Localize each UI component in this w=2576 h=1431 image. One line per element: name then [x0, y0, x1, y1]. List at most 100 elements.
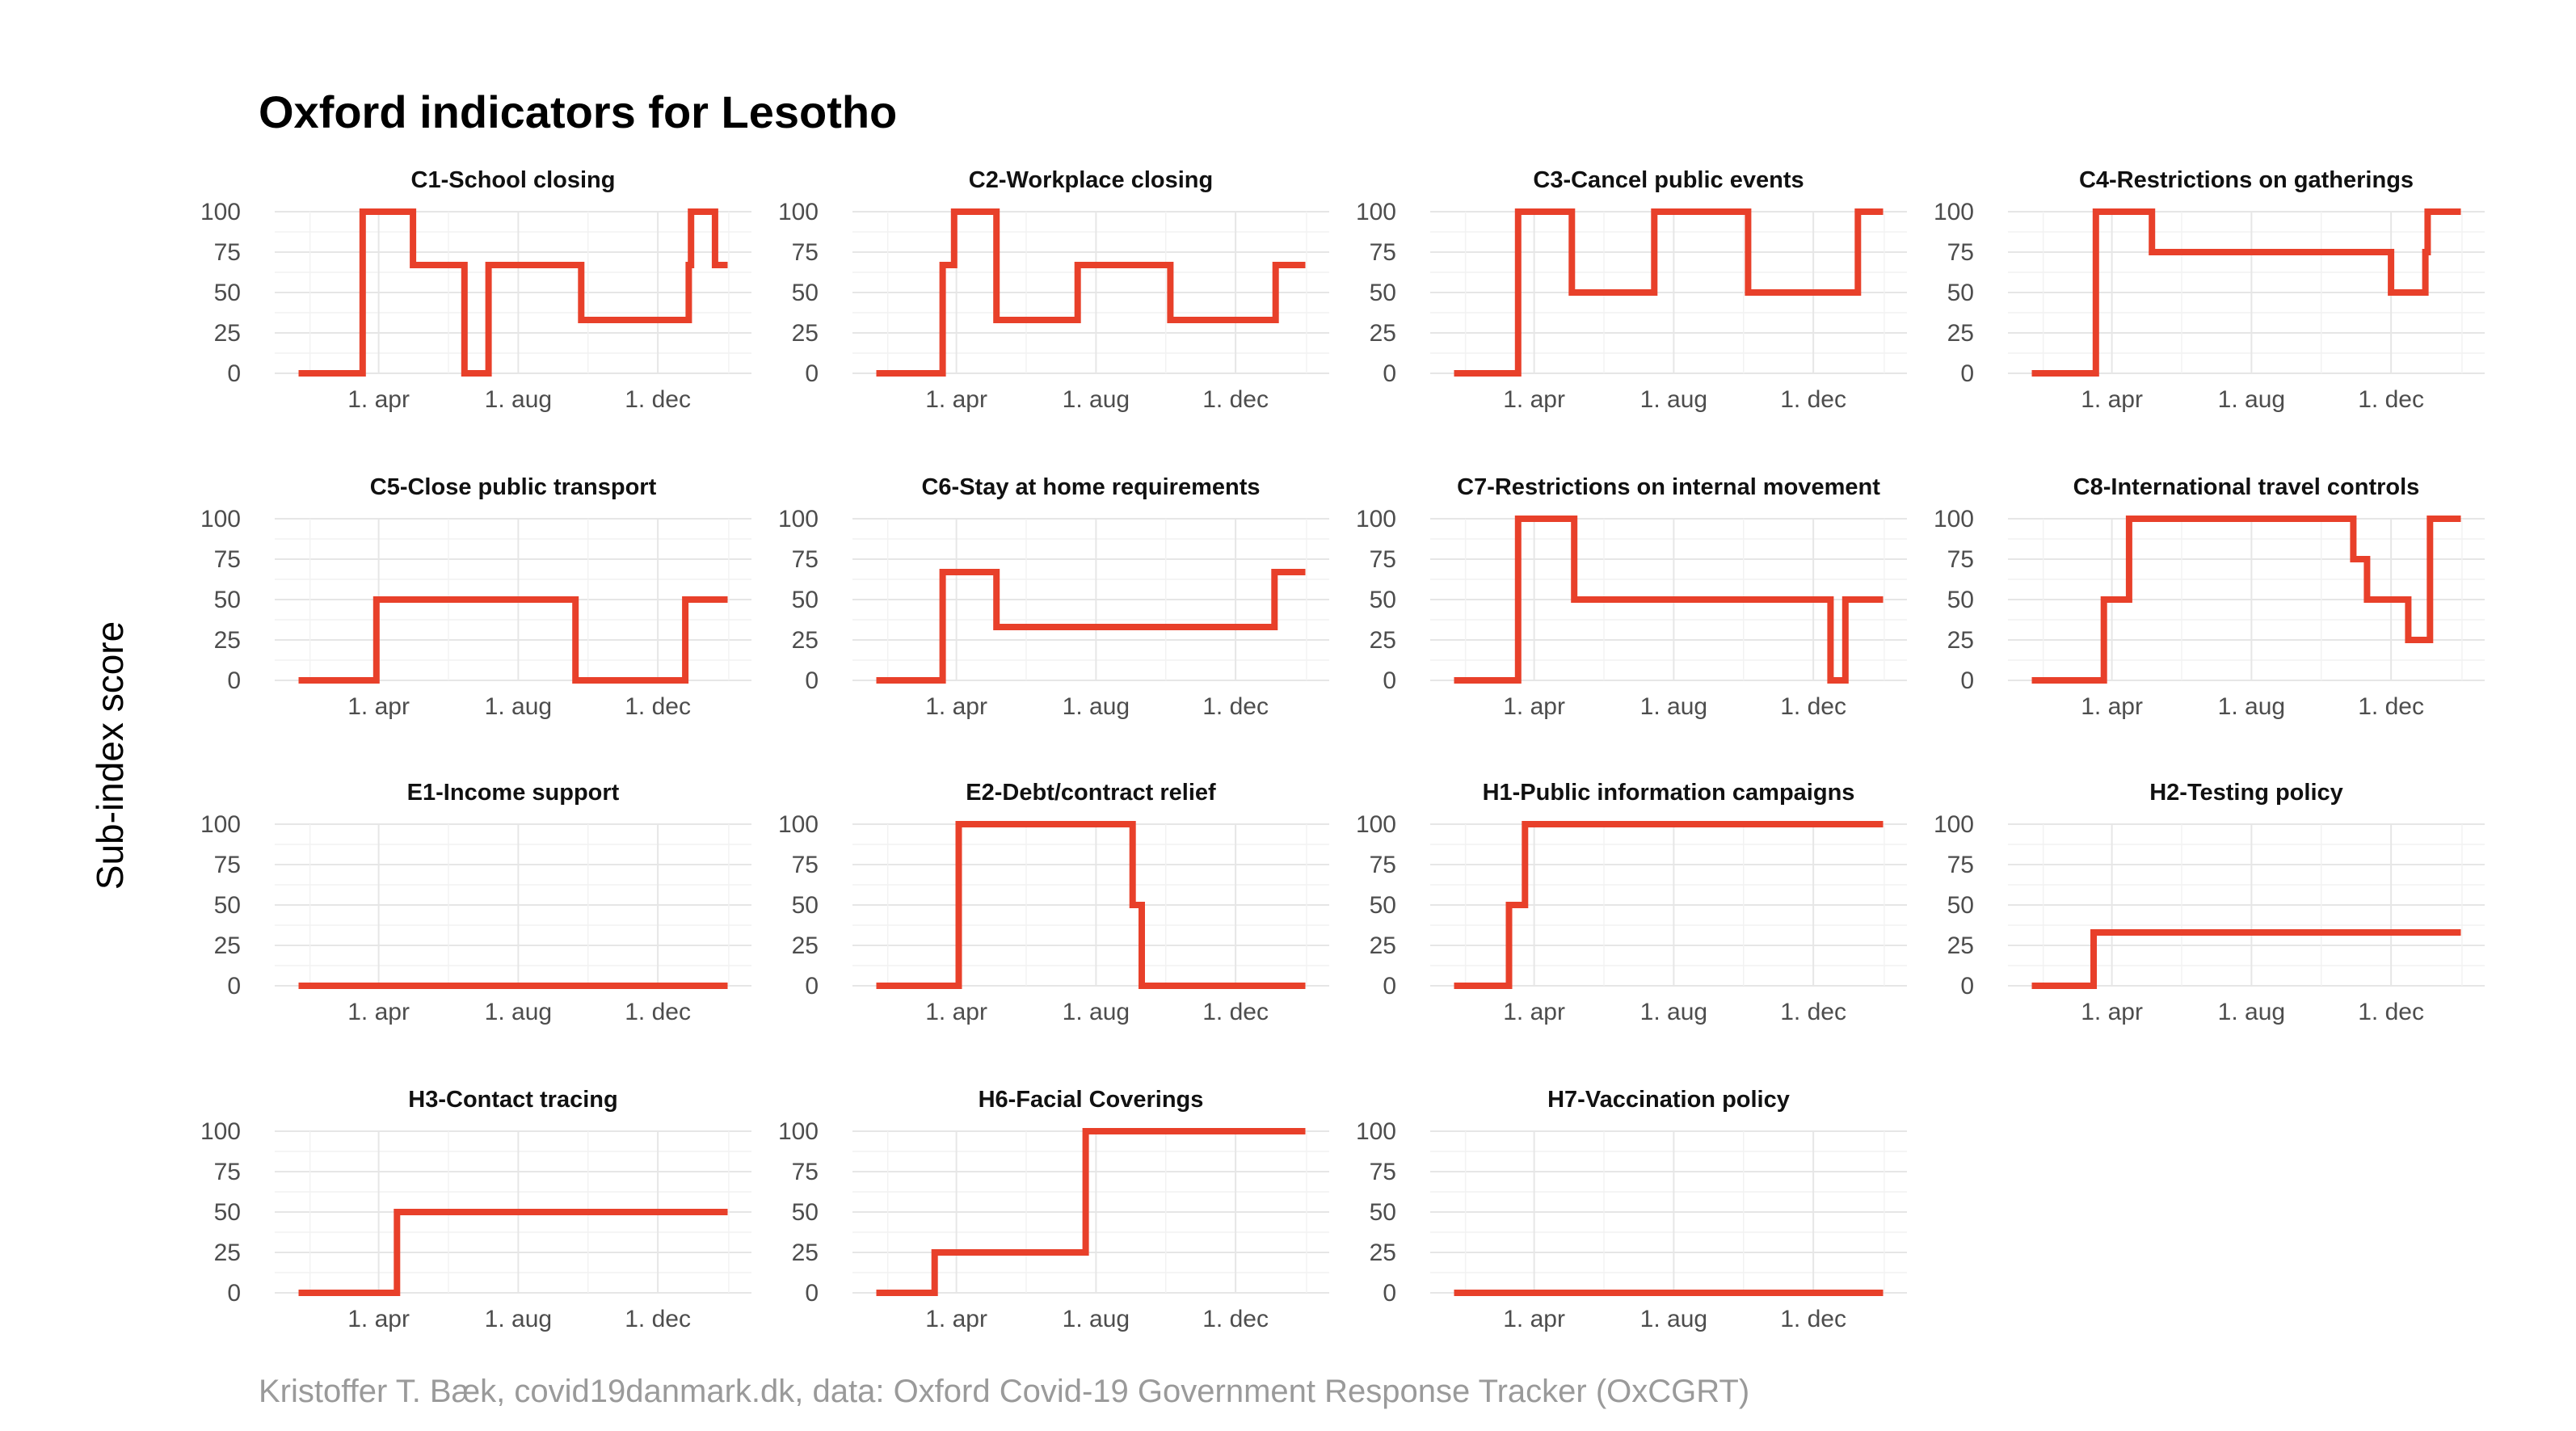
x-tick-label: 1. aug: [1640, 386, 1707, 413]
panel-9: E1-Income support 0 25 50 75 100 1. apr 1. aug 1…: [200, 780, 751, 1025]
panel-title: C5-Close public transport: [370, 474, 657, 500]
panel-title: C7-Restrictions on internal movement: [1457, 474, 1880, 500]
y-tick-label: 0: [227, 973, 241, 1000]
x-tick-label: 1. dec: [2358, 386, 2424, 413]
panel-title: C8-International travel controls: [2073, 474, 2420, 500]
x-tick-label: 1. apr: [347, 386, 410, 413]
x-tick-label: 1. dec: [1780, 386, 1846, 413]
y-tick-label: 100: [1934, 811, 1974, 838]
x-tick-label: 1. apr: [925, 693, 987, 720]
x-tick-label: 1. dec: [1202, 386, 1269, 413]
y-tick-label: 100: [1356, 506, 1396, 532]
series-line: [1454, 821, 1884, 989]
y-tick-label: 25: [1370, 627, 1396, 654]
x-tick-label: 1. dec: [1780, 1306, 1846, 1332]
panel-7: C7-Restrictions on internal movement 0 25 5…: [1356, 474, 1907, 720]
series-line: [1454, 208, 1884, 377]
panel-title: E1-Income support: [407, 780, 620, 806]
y-tick-label: 25: [1370, 932, 1396, 959]
panel-title: H6-Facial Coverings: [979, 1087, 1204, 1113]
y-tick-label: 0: [805, 1280, 819, 1307]
y-tick-label: 0: [227, 360, 241, 387]
y-tick-label: 75: [1370, 1159, 1396, 1185]
series-line: [876, 569, 1306, 684]
x-tick-label: 1. dec: [1202, 693, 1269, 720]
panel-5: C5-Close public transport 0 25 50 75 100 1. ap…: [200, 474, 751, 720]
x-tick-label: 1. aug: [1063, 693, 1130, 720]
y-tick-label: 100: [200, 811, 241, 838]
x-tick-label: 1. apr: [2081, 386, 2143, 413]
panel-3: C3-Cancel public events 0 25 50 75 100 1. apr 1…: [1356, 167, 1907, 413]
y-tick-label: 0: [1960, 973, 1974, 1000]
x-tick-label: 1. dec: [625, 693, 691, 720]
x-tick-label: 1. apr: [347, 999, 410, 1025]
y-tick-label: 0: [1960, 360, 1974, 387]
y-tick-label: 25: [792, 1239, 819, 1266]
panel-13: H3-Contact tracing 0 25 50 75 100 1. apr 1. aug…: [200, 1087, 751, 1332]
y-tick-label: 0: [1383, 360, 1396, 387]
y-tick-label: 25: [1947, 627, 1974, 654]
panel-2: C2-Workplace closing 0 25 50 75 100 1. apr 1. a…: [778, 167, 1329, 413]
x-tick-label: 1. aug: [1640, 1306, 1707, 1332]
y-tick-label: 0: [227, 1280, 241, 1307]
x-tick-label: 1. apr: [1503, 999, 1565, 1025]
y-tick-label: 75: [214, 1159, 241, 1185]
x-tick-label: 1. apr: [1503, 386, 1565, 413]
y-axis-label: Sub-index score: [89, 621, 131, 890]
y-tick-label: 25: [792, 932, 819, 959]
x-tick-label: 1. dec: [625, 1306, 691, 1332]
x-tick-label: 1. aug: [2218, 693, 2285, 720]
y-tick-label: 25: [214, 932, 241, 959]
panel-title: H1-Public information campaigns: [1483, 780, 1855, 806]
y-tick-label: 50: [792, 1199, 819, 1226]
panel-11: H1-Public information campaigns 0 25 50 75 10…: [1356, 780, 1907, 1025]
y-tick-label: 50: [1947, 280, 1974, 306]
y-tick-label: 50: [1370, 1199, 1396, 1226]
panel-title: E2-Debt/contract relief: [966, 780, 1216, 806]
x-tick-label: 1. aug: [485, 386, 552, 413]
y-tick-label: 75: [214, 239, 241, 266]
panel-15: H7-Vaccination policy 0 25 50 75 100 1. apr 1. …: [1356, 1087, 1907, 1332]
y-tick-label: 100: [1356, 811, 1396, 838]
panel-6: C6-Stay at home requirements 0 25 50 75 100 1.…: [778, 474, 1329, 720]
y-tick-label: 0: [805, 360, 819, 387]
series-line: [876, 1128, 1306, 1296]
y-tick-label: 0: [805, 973, 819, 1000]
y-tick-label: 75: [214, 546, 241, 573]
y-tick-label: 0: [805, 667, 819, 694]
series-line: [298, 596, 728, 684]
x-tick-label: 1. aug: [2218, 386, 2285, 413]
y-tick-label: 25: [1370, 320, 1396, 347]
y-tick-label: 100: [1934, 506, 1974, 532]
x-tick-label: 1. apr: [2081, 999, 2143, 1025]
y-tick-label: 25: [214, 1239, 241, 1266]
series-line: [2031, 516, 2461, 684]
y-tick-label: 50: [1947, 587, 1974, 613]
x-tick-label: 1. aug: [485, 1306, 552, 1332]
y-tick-label: 75: [792, 239, 819, 266]
panel-title: C3-Cancel public events: [1533, 167, 1804, 193]
facet-panels: C1-School closing 0 25 50 75 100 1. apr 1. aug 1…: [200, 167, 2485, 1332]
y-tick-label: 50: [792, 587, 819, 613]
x-tick-label: 1. apr: [925, 386, 987, 413]
y-tick-label: 25: [1947, 320, 1974, 347]
x-tick-label: 1. apr: [925, 1306, 987, 1332]
y-tick-label: 75: [1947, 546, 1974, 573]
x-tick-label: 1. aug: [1063, 386, 1130, 413]
x-tick-label: 1. dec: [625, 999, 691, 1025]
y-tick-label: 75: [1370, 852, 1396, 878]
x-tick-label: 1. aug: [1640, 999, 1707, 1025]
series-line: [2031, 208, 2461, 377]
panel-title: H2-Testing policy: [2149, 780, 2343, 806]
x-tick-label: 1. dec: [1780, 999, 1846, 1025]
panel-title: C1-School closing: [411, 167, 616, 193]
y-tick-label: 50: [792, 280, 819, 306]
x-tick-label: 1. aug: [1063, 999, 1130, 1025]
y-tick-label: 25: [214, 320, 241, 347]
y-tick-label: 50: [214, 1199, 241, 1226]
x-tick-label: 1. dec: [1780, 693, 1846, 720]
series-line: [298, 208, 728, 377]
y-tick-label: 50: [1370, 892, 1396, 919]
x-tick-label: 1. aug: [485, 693, 552, 720]
